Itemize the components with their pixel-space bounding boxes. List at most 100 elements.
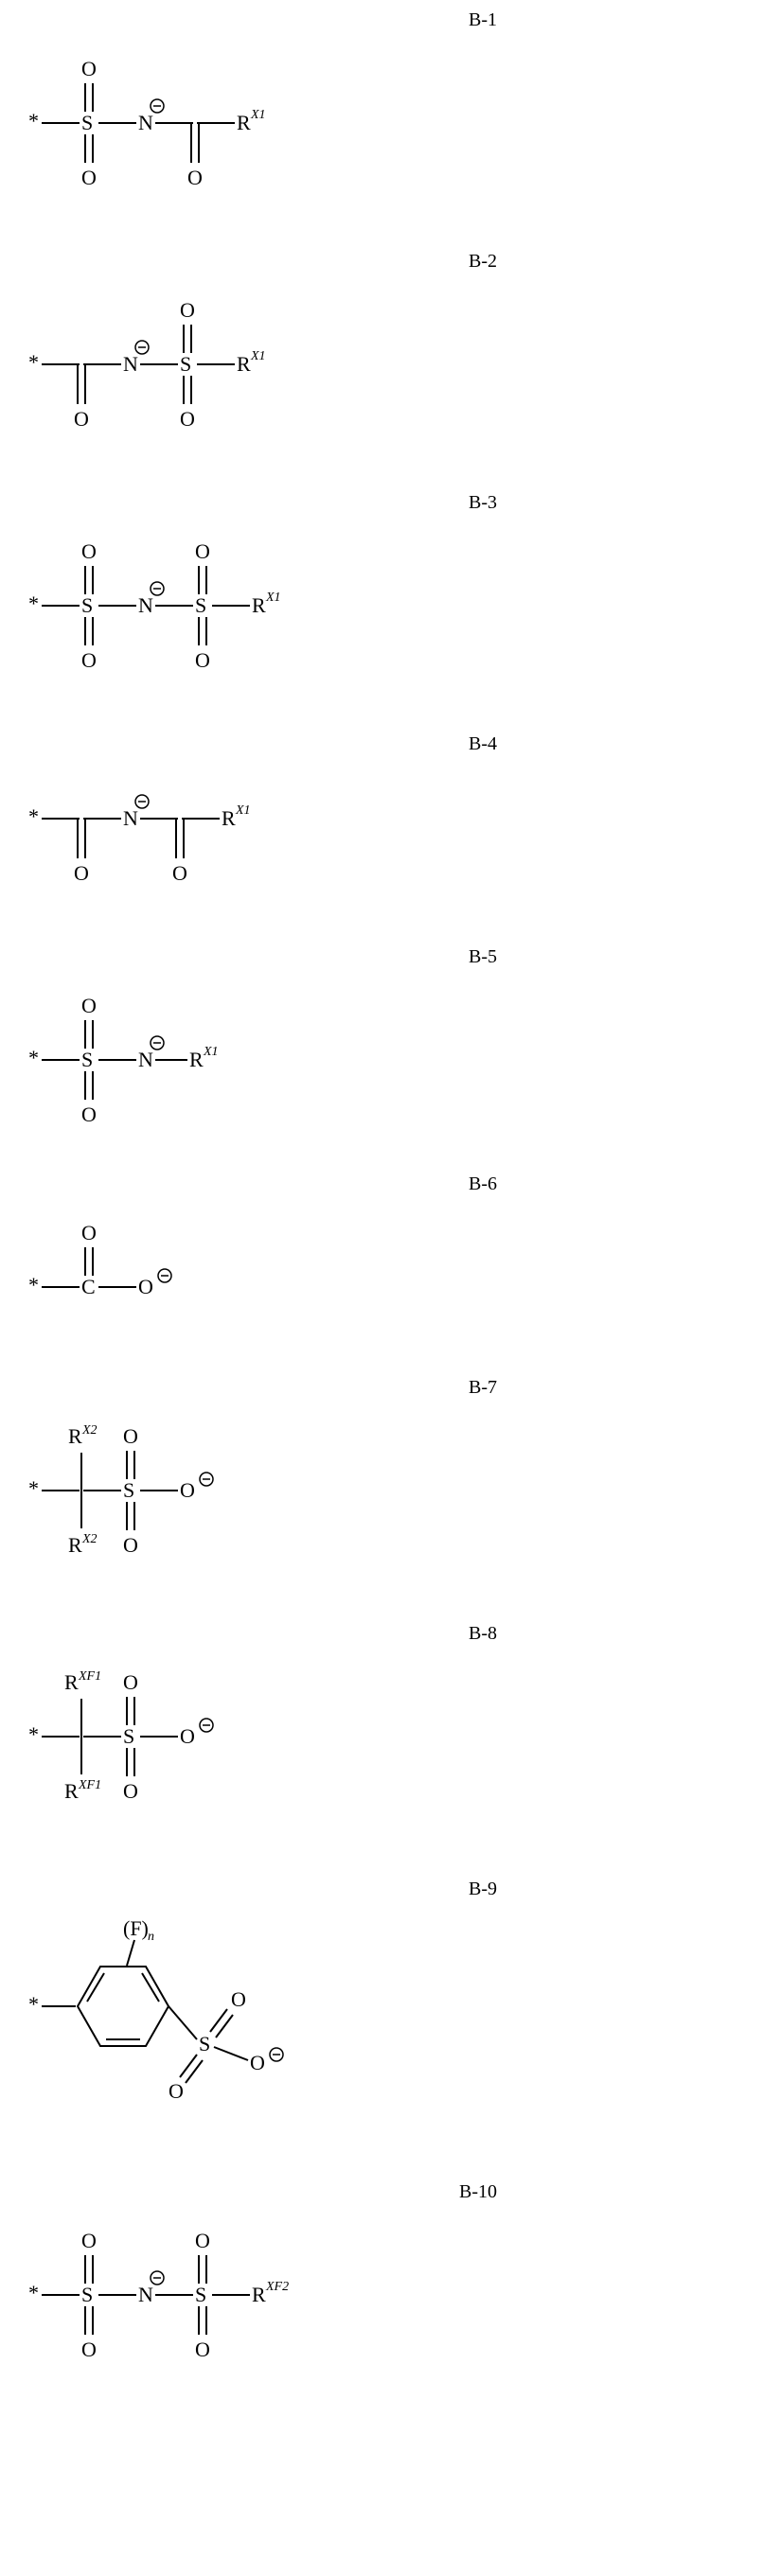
svg-text:*: * [28, 2281, 39, 2304]
svg-text:*: * [28, 1722, 39, 1746]
svg-text:*: * [28, 109, 39, 132]
ring-sub-n: n [148, 1930, 154, 1944]
svg-text:*: * [28, 1476, 39, 1500]
structure-b8: * RXF1 RXF1 S O O O [28, 1632, 312, 1841]
ring-sub-label: (F) [123, 1916, 149, 1940]
svg-text:O: O [74, 407, 89, 431]
structure-b9: * (F) n S O O O [28, 1888, 350, 2153]
svg-text:R: R [189, 1048, 204, 1071]
svg-text:R: R [237, 352, 251, 376]
structure-b10: * S O O N S O O R XF2 [28, 2200, 369, 2390]
svg-text:R: R [222, 806, 236, 830]
row-b7: B-7 * RX2 RX2 S O O O [0, 1367, 781, 1614]
sup-b5-rx1: X1 [203, 1045, 219, 1059]
svg-text:O: O [195, 2229, 210, 2252]
svg-text:S: S [81, 2283, 93, 2306]
svg-text:O: O [180, 1478, 195, 1502]
svg-text:*: * [28, 1992, 39, 2016]
svg-text:S: S [123, 1478, 134, 1502]
svg-text:O: O [180, 298, 195, 322]
svg-text:O: O [123, 1533, 138, 1557]
svg-text:S: S [81, 111, 93, 134]
svg-text:N: N [123, 352, 138, 376]
svg-text:S: S [180, 352, 191, 376]
label-b7: B-7 [469, 1377, 497, 1399]
row-b6: B-6 * C O O [0, 1164, 781, 1367]
svg-text:O: O [81, 166, 97, 189]
svg-text:C: C [81, 1275, 96, 1298]
label-b5: B-5 [469, 946, 497, 968]
svg-text:R: R [64, 1670, 79, 1694]
row-b1: B-1 * S O O N O R X1 [0, 0, 781, 241]
svg-text:R: R [252, 593, 266, 617]
svg-text:O: O [81, 1103, 97, 1126]
svg-text:R: R [64, 1779, 79, 1803]
structure-b4: * O N O R X1 [28, 752, 331, 913]
structure-b7: * RX2 RX2 S O O O [28, 1386, 312, 1595]
svg-text:O: O [172, 861, 187, 885]
label-b4: B-4 [469, 733, 497, 755]
row-b8: B-8 * RXF1 RXF1 S O O O [0, 1614, 781, 1869]
svg-text:N: N [123, 806, 138, 830]
svg-text:S: S [81, 1048, 93, 1071]
svg-text:S: S [123, 1724, 134, 1748]
svg-text:R: R [68, 1533, 82, 1557]
label-b3: B-3 [469, 492, 497, 514]
svg-text:O: O [180, 1724, 195, 1748]
svg-text:O: O [81, 539, 97, 563]
svg-text:S: S [199, 2032, 210, 2056]
label-b10: B-10 [459, 2181, 497, 2203]
svg-text:O: O [81, 648, 97, 672]
row-b10: B-10 * S O O N S O O R XF2 [0, 2172, 781, 2387]
svg-text:*: * [28, 804, 39, 828]
structure-b1: * S O O N O R X1 [28, 28, 312, 218]
row-b2: B-2 * O N S O O R X1 [0, 241, 781, 483]
svg-text:S: S [81, 593, 93, 617]
structure-b5: * S O O N R X1 [28, 965, 293, 1155]
svg-text:O: O [169, 2079, 184, 2103]
svg-text:N: N [138, 111, 153, 134]
label-b8: B-8 [469, 1623, 497, 1645]
structure-b3: * S O O N S O O R X1 [28, 511, 350, 700]
row-b3: B-3 * S O O N S O O R X1 [0, 483, 781, 724]
svg-text:O: O [138, 1275, 153, 1298]
svg-text:O: O [123, 1670, 138, 1694]
svg-text:R: R [237, 111, 251, 134]
svg-text:S: S [195, 2283, 206, 2306]
svg-text:*: * [28, 1273, 39, 1297]
svg-text:O: O [81, 2338, 97, 2361]
svg-text:*: * [28, 350, 39, 374]
structure-b6: * C O O [28, 1192, 237, 1344]
svg-text:*: * [28, 1046, 39, 1069]
page: B-1 * S O O N O R X1 B-2 * [0, 0, 781, 2387]
sup-b8-rxf1a: XF1 [78, 1669, 101, 1684]
sup-b1-rx1: X1 [250, 108, 266, 122]
svg-text:O: O [231, 1987, 246, 2011]
svg-text:O: O [123, 1779, 138, 1803]
sup-b7-rx2a: X2 [81, 1423, 98, 1438]
label-b9: B-9 [469, 1879, 497, 1900]
svg-text:N: N [138, 1048, 153, 1071]
sup-b10-rxf2: XF2 [265, 2280, 289, 2294]
svg-text:O: O [81, 57, 97, 80]
label-b1: B-1 [469, 9, 497, 31]
svg-text:O: O [180, 407, 195, 431]
svg-text:O: O [195, 2338, 210, 2361]
svg-text:O: O [123, 1424, 138, 1448]
sup-b3-rx1: X1 [265, 591, 281, 605]
sup-b4-rx1: X1 [235, 803, 251, 818]
svg-text:O: O [81, 994, 97, 1017]
structure-b2: * O N S O O R X1 [28, 270, 331, 459]
svg-text:N: N [138, 2283, 153, 2306]
svg-text:O: O [81, 1221, 97, 1244]
svg-text:O: O [187, 166, 203, 189]
svg-text:N: N [138, 593, 153, 617]
svg-text:R: R [252, 2283, 266, 2306]
svg-text:O: O [195, 539, 210, 563]
svg-text:O: O [195, 648, 210, 672]
row-b4: B-4 * O N O R X1 [0, 724, 781, 937]
sup-b8-rxf1b: XF1 [78, 1778, 101, 1792]
svg-text:R: R [68, 1424, 82, 1448]
svg-text:*: * [28, 591, 39, 615]
label-b2: B-2 [469, 251, 497, 273]
